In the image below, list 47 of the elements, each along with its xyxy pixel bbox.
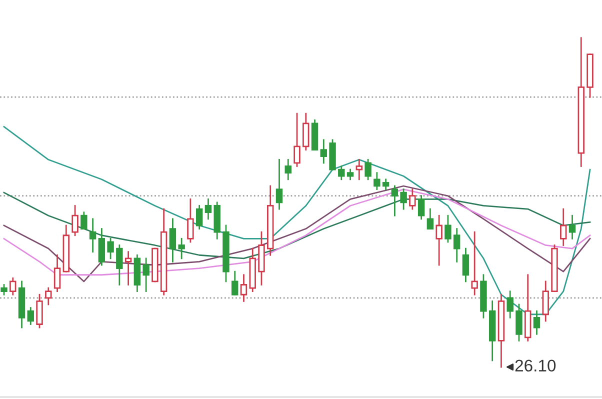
candlestick bbox=[160, 208, 168, 296]
candlestick bbox=[196, 205, 203, 230]
candlestick bbox=[284, 158, 292, 180]
candlestick bbox=[488, 300, 496, 362]
candlestick bbox=[391, 185, 398, 216]
annotation: 26.10 bbox=[515, 360, 556, 372]
candlestick bbox=[418, 195, 425, 220]
candlestick bbox=[542, 280, 549, 322]
candlestick bbox=[204, 198, 212, 220]
candlestick bbox=[346, 168, 354, 180]
candlestick bbox=[498, 294, 505, 368]
candlestick bbox=[276, 158, 283, 210]
candlestick bbox=[134, 254, 141, 292]
candlestick bbox=[374, 172, 380, 190]
candlestick bbox=[506, 290, 514, 318]
candlestick bbox=[578, 37, 584, 167]
candlestick bbox=[560, 208, 567, 246]
candlestick bbox=[436, 214, 442, 266]
candlestick bbox=[568, 214, 576, 240]
candlestick bbox=[249, 248, 256, 292]
candlestick bbox=[169, 218, 176, 262]
candlestick bbox=[524, 274, 532, 342]
candlestick bbox=[533, 310, 540, 335]
candlestick bbox=[453, 228, 460, 262]
candlestick bbox=[471, 231, 478, 296]
candlestick bbox=[356, 158, 363, 180]
candlestick bbox=[320, 139, 327, 164]
candlestick bbox=[258, 231, 265, 286]
candlestick bbox=[124, 251, 132, 286]
candlestick bbox=[142, 258, 150, 292]
candlestick bbox=[27, 307, 34, 325]
candlestick bbox=[462, 248, 470, 282]
candlestick bbox=[409, 188, 416, 210]
candlestick bbox=[116, 244, 123, 286]
candlestick bbox=[98, 228, 106, 266]
candlestick bbox=[267, 185, 274, 256]
candlestick bbox=[18, 280, 26, 328]
candlestick bbox=[302, 112, 310, 150]
candlestick bbox=[382, 178, 390, 190]
candlestick bbox=[214, 202, 220, 240]
candlestick bbox=[240, 274, 248, 302]
candlestick bbox=[178, 238, 185, 260]
candlestick bbox=[10, 277, 16, 296]
candlestick bbox=[54, 254, 61, 292]
candlestick bbox=[45, 287, 52, 306]
candlestick bbox=[89, 218, 96, 253]
candlestick bbox=[338, 166, 345, 180]
